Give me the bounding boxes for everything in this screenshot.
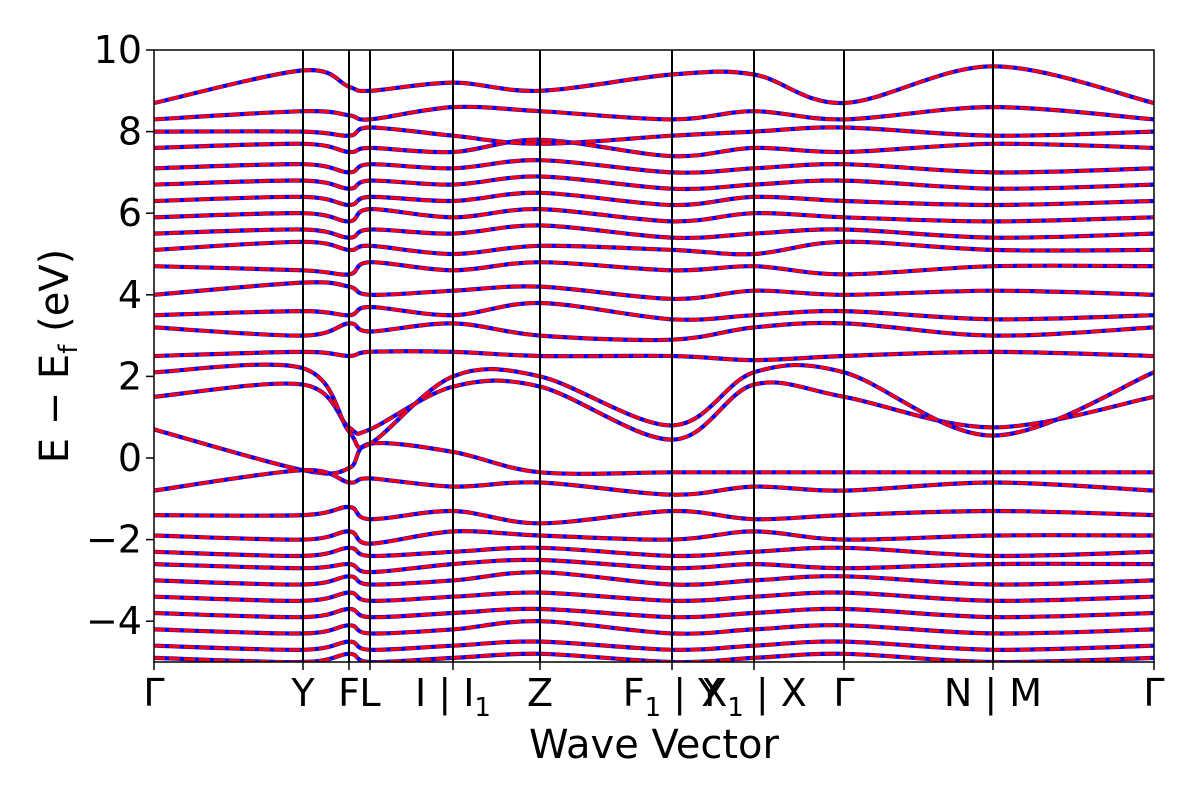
x-tick-label-0: Γ [143,671,164,715]
band-19-overlay [154,505,1154,525]
y-axis-title-unit: (eV) [32,249,78,345]
x-tick-label-7: X1 | X [701,671,807,723]
plot-frame [153,49,1155,663]
y-tick-label-4: 2 [118,354,142,398]
x-axis-title: Wave Vector [529,722,780,768]
y-tick-label-3: 4 [118,273,142,317]
x-tick-label-10: Γ [1143,671,1164,715]
band-23-overlay [154,570,1154,587]
bands-layer [154,64,1154,662]
y-tick-label-2: 6 [118,191,142,235]
band-3-overlay [154,349,1154,362]
band-7-overlay [154,260,1154,277]
y-axis: 10 8 6 4 2 0 −2 −4 [86,28,154,643]
band-16-overlay [154,105,1154,122]
band-20-overlay [154,529,1154,546]
x-tick-label-4: I | I1 [415,671,491,723]
band-5-overlay [154,301,1154,322]
band-17-overlay [154,64,1154,105]
y-tick-label-6: −2 [86,518,142,562]
y-axis-title-main: E − E [32,354,78,464]
band-27-overlay [154,639,1154,652]
x-tick-label-9: N | M [944,671,1042,716]
y-tick-label-1: 8 [118,110,142,154]
band-10-overlay [154,207,1154,224]
band-13-overlay [154,158,1154,175]
y-tick-label-0: 10 [94,28,142,72]
x-tick-label-6: F1 | Y [623,671,722,723]
x-tick-label-5: Z [527,671,553,715]
band-11-overlay [154,191,1154,207]
band-24-overlay [154,590,1154,603]
band-25-overlay [154,607,1154,619]
x-tick-label-3: L [359,671,380,715]
band-22-overlay [154,558,1154,574]
x-tick-label-1: Y [290,671,315,715]
x-tick-label-8: Γ [833,671,854,715]
y-axis-title-sub: f [54,344,84,354]
band-12-overlay [154,174,1154,191]
kpoint-lines [302,50,994,662]
band-6-overlay [154,280,1154,301]
x-tick-label-2: F [338,671,360,715]
band-21-overlay [154,546,1154,558]
y-axis-title: E − Ef (eV) [32,249,84,464]
band-15-overlay [154,125,1154,146]
band-8-overlay [154,240,1154,256]
band-28-overlay [154,652,1154,662]
band-4-overlay [154,321,1154,342]
band-18-overlay [154,468,1154,497]
band-0-overlay [154,427,1154,476]
band-2-overlay [154,363,1154,450]
y-tick-label-7: −4 [86,599,142,643]
band-9-overlay [154,223,1154,240]
y-tick-label-5: 0 [118,436,142,480]
band-26-overlay [154,619,1154,636]
